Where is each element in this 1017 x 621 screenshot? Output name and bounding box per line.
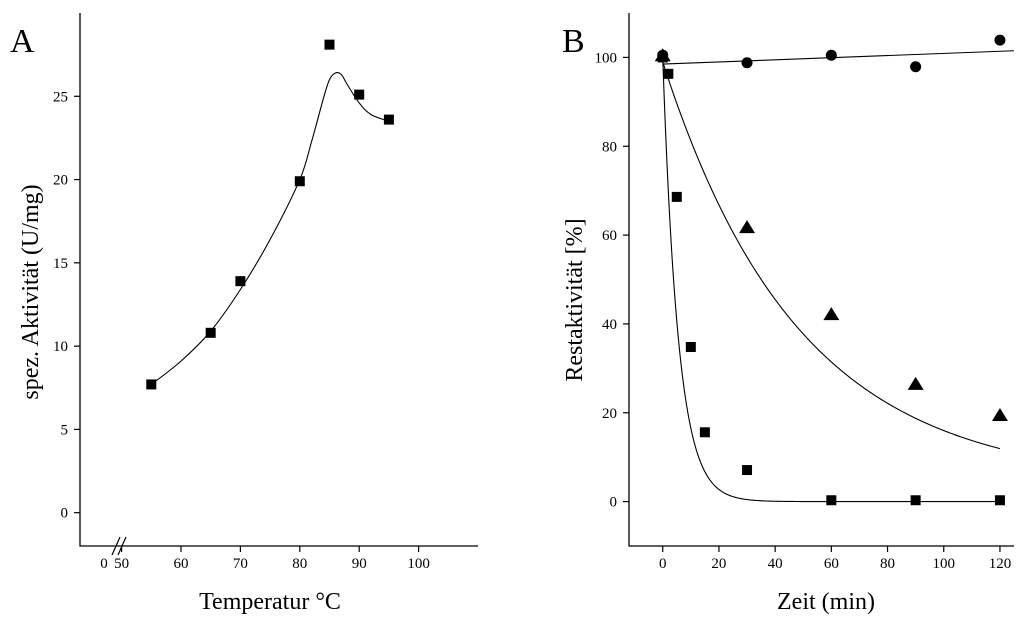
x-tick-label: 120 — [989, 556, 1012, 572]
data-point-square — [671, 191, 682, 202]
y-tick-label: 5 — [61, 422, 69, 438]
y-tick-label: 20 — [53, 173, 68, 189]
y-tick-label: 0 — [61, 506, 69, 522]
panel-a-x-ticks: 50 60 70 80 90 100 — [114, 546, 430, 572]
panel-b-x-axis-title: Zeit (min) — [777, 589, 875, 615]
data-point-square — [294, 176, 305, 187]
data-point-square — [657, 52, 668, 63]
x-tick-label: 100 — [932, 556, 955, 572]
x-tick-label: 20 — [711, 556, 726, 572]
y-tick-label: 20 — [602, 406, 617, 422]
x-tick-label: 60 — [173, 556, 188, 572]
data-point-square — [205, 327, 216, 338]
data-point-circle — [994, 34, 1006, 46]
panel-b-x-ticks: 0 20 40 60 80 100 120 — [659, 546, 1011, 572]
data-point-triangle — [991, 407, 1008, 421]
y-tick-label: 40 — [602, 317, 617, 333]
data-point-triangle — [907, 376, 924, 390]
data-point-square — [685, 342, 696, 353]
y-tick-label: 15 — [53, 256, 68, 272]
panel-b-y-ticks: 0 20 40 60 80 100 — [595, 50, 629, 511]
data-point-square — [235, 276, 246, 287]
panel-a-y-ticks: 0 5 10 15 20 25 — [53, 89, 80, 522]
data-point-square — [994, 495, 1005, 506]
data-point-square — [663, 68, 674, 79]
data-point-square — [324, 39, 335, 50]
y-tick-label: 10 — [53, 339, 68, 355]
x-tick-label: 70 — [233, 556, 248, 572]
x-tick-label: 80 — [880, 556, 895, 572]
x-tick-label: 90 — [352, 556, 367, 572]
data-point-square — [354, 89, 365, 100]
panel-b-frame — [628, 13, 1014, 547]
y-tick-label: 0 — [610, 495, 618, 511]
panel-a-data-points — [146, 39, 394, 390]
y-tick-label: 60 — [602, 228, 617, 244]
panel-b-data-points — [654, 34, 1008, 506]
data-point-triangle — [823, 307, 840, 321]
x-tick-label: 0 — [659, 556, 667, 572]
data-point-square — [146, 379, 157, 390]
y-tick-label: 80 — [602, 139, 617, 155]
x-tick-label: 60 — [824, 556, 839, 572]
panel-b-y-axis-title: Restaktivität [%] — [562, 218, 588, 381]
panel-a-fit-curve — [150, 72, 390, 385]
x-tick-label: 50 — [114, 556, 129, 572]
panel-a-break-tick-label: 0 — [100, 556, 108, 572]
y-tick-label: 25 — [53, 89, 68, 105]
panel-b-fit-curves — [662, 50, 1015, 503]
data-point-square — [910, 495, 921, 506]
data-point-square — [826, 495, 837, 506]
panel-b: B 0 20 40 60 80 100 0 20 40 60 80 100 120 Zeit (min… — [562, 13, 1015, 615]
panel-a-x-axis-title: Temperatur °C — [199, 589, 341, 615]
panel-a-y-axis-title: spez. Aktivität (U/mg) — [18, 184, 44, 399]
data-point-circle — [741, 57, 753, 69]
fit-curve-circle — [662, 50, 1015, 65]
data-point-circle — [825, 49, 837, 61]
x-tick-label: 100 — [407, 556, 430, 572]
panel-a: A 0 5 10 15 20 25 50 60 70 80 90 100 0 Temperatur … — [10, 13, 478, 615]
y-tick-label: 100 — [595, 50, 618, 66]
x-tick-label: 80 — [292, 556, 307, 572]
data-point-square — [699, 427, 710, 438]
panel-a-letter: A — [10, 23, 35, 60]
panel-a-frame — [79, 13, 478, 547]
panel-a-axis-break — [111, 536, 127, 556]
data-point-triangle — [739, 220, 756, 234]
fit-curve-square — [662, 57, 1000, 503]
data-point-square — [742, 465, 753, 476]
data-point-square — [383, 114, 394, 125]
panel-b-letter: B — [562, 23, 585, 60]
x-tick-label: 40 — [768, 556, 783, 572]
fit-curve-triangle — [662, 61, 1001, 450]
data-point-circle — [910, 61, 922, 73]
